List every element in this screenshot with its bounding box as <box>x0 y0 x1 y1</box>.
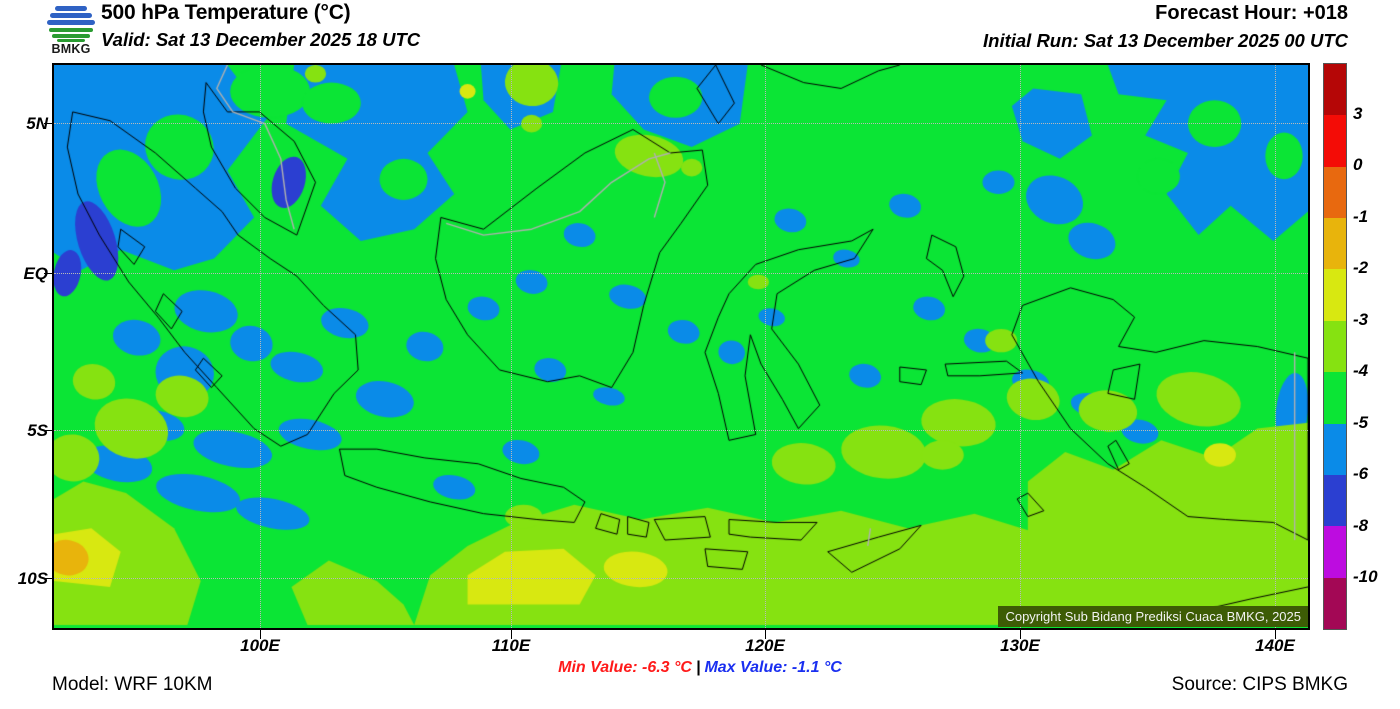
xtick-label-100E: 100E <box>240 636 280 655</box>
gridline-5S <box>54 430 1308 431</box>
colorbar-tick-0: 0 <box>1353 155 1363 175</box>
gridline-120E <box>765 65 766 628</box>
colorbar-band-0 <box>1324 64 1346 116</box>
colorbar-band-3 <box>1324 218 1346 270</box>
xtick-mark-110E <box>511 630 512 639</box>
colorbar-band-6 <box>1324 372 1346 424</box>
colorbar-band-5 <box>1324 320 1346 373</box>
ytick-mark-10S <box>44 578 53 579</box>
ytick-mark-5N <box>44 123 53 124</box>
colorbar-tick-neg8: -8 <box>1353 515 1369 535</box>
gridline-5N <box>54 123 1308 124</box>
gridline-10S <box>54 578 1308 579</box>
xtick-mark-120E <box>765 630 766 639</box>
copyright-watermark: Copyright Sub Bidang Prediksi Cuaca BMKG… <box>998 606 1308 627</box>
colorbar-band-8 <box>1324 474 1346 527</box>
colorbar-band-9 <box>1324 526 1346 578</box>
minmax-readout: Min Value: -6.3 °C | Max Value: -1.1 °C <box>0 659 1400 677</box>
logo-dome-icon <box>46 2 96 44</box>
ytick-label-EQ: EQ <box>23 264 48 283</box>
colorbar-band-2 <box>1324 166 1346 219</box>
colorbar-tick-neg1: -1 <box>1353 206 1369 226</box>
valid-time-text: Valid: Sat 13 December 2025 18 UTC <box>101 29 421 50</box>
colorbar-tick-neg10: -10 <box>1353 567 1378 587</box>
xtick-mark-130E <box>1020 630 1021 639</box>
min-value-label: Min Value: -6.3 °C <box>558 659 692 676</box>
colorbar-tick-neg4: -4 <box>1353 361 1369 381</box>
source-label: Source: CIPS BMKG <box>1171 674 1348 695</box>
colorbar-band-4 <box>1324 269 1346 321</box>
forecast-hour: Forecast Hour: +018 <box>1155 2 1348 24</box>
xtick-label-140E: 140E <box>1255 636 1295 655</box>
bmkg-logo: BMKG <box>42 2 100 58</box>
colorbar-band-7 <box>1324 423 1346 475</box>
colorbar-tick-3: 3 <box>1353 103 1363 123</box>
gridline-140E <box>1275 65 1276 628</box>
gridline-130E <box>1020 65 1021 628</box>
header-bar: BMKG 500 hPa Temperature (°C) Valid: Sat… <box>0 0 1400 60</box>
colorbar-tick-neg3: -3 <box>1353 309 1369 329</box>
ytick-mark-EQ <box>44 273 53 274</box>
xtick-label-110E: 110E <box>491 636 531 655</box>
colorbar-tick-neg2: -2 <box>1353 258 1369 278</box>
ytick-label-5N: 5N <box>26 114 48 133</box>
gridline-110E <box>511 65 512 628</box>
colorbar-band-1 <box>1324 115 1346 167</box>
ytick-label-10S: 10S <box>17 569 48 588</box>
xtick-label-120E: 120E <box>745 636 785 655</box>
xtick-label-130E: 130E <box>1000 636 1040 655</box>
map-panel[interactable]: Copyright Sub Bidang Prediksi Cuaca BMKG… <box>52 63 1310 630</box>
page-title: 500 hPa Temperature (°C) <box>101 1 351 24</box>
xtick-mark-140E <box>1275 630 1276 639</box>
colorbar[interactable] <box>1323 63 1347 630</box>
gridline-EQ <box>54 273 1308 274</box>
minmax-separator: | <box>695 659 701 676</box>
ytick-mark-5S <box>44 430 53 431</box>
logo-label: BMKG <box>51 42 91 56</box>
colorbar-tick-neg5: -5 <box>1353 412 1369 432</box>
model-label: Model: WRF 10KM <box>52 674 213 695</box>
max-value-label: Max Value: -1.1 °C <box>704 659 842 676</box>
gridline-100E <box>260 65 261 628</box>
ytick-label-5S: 5S <box>27 421 48 440</box>
temperature-field <box>54 65 1308 628</box>
colorbar-band-10 <box>1324 577 1346 629</box>
colorbar-tick-neg6: -6 <box>1353 464 1369 484</box>
initial-run: Initial Run: Sat 13 December 2025 00 UTC <box>983 30 1348 51</box>
xtick-mark-100E <box>260 630 261 639</box>
